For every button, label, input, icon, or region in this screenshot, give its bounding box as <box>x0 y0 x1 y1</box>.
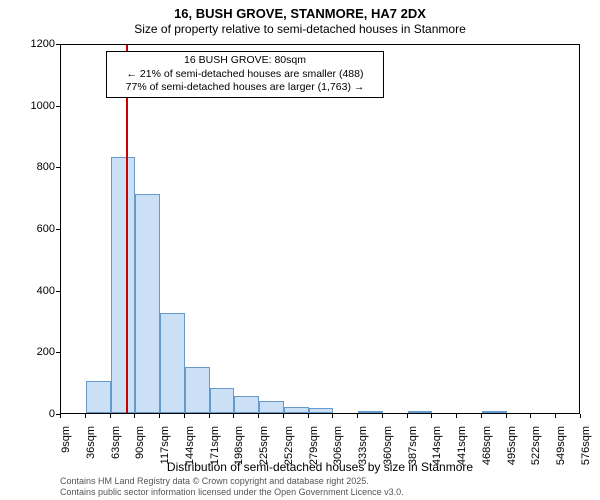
x-tick-mark <box>456 414 457 418</box>
y-tick-label: 0 <box>15 408 55 420</box>
histogram-bar <box>111 157 136 413</box>
histogram-bar <box>408 411 433 413</box>
x-axis-label: Distribution of semi-detached houses by … <box>60 460 580 474</box>
x-tick-mark <box>407 414 408 418</box>
x-tick-mark <box>258 414 259 418</box>
x-tick-mark <box>580 414 581 418</box>
x-tick-mark <box>60 414 61 418</box>
y-tick-label: 1200 <box>15 38 55 50</box>
y-tick-label: 200 <box>15 346 55 358</box>
annotation-line-3: 77% of semi-detached houses are larger (… <box>113 81 377 95</box>
x-tick-mark <box>233 414 234 418</box>
x-tick-mark <box>283 414 284 418</box>
chart-container: 16, BUSH GROVE, STANMORE, HA7 2DX Size o… <box>0 0 600 500</box>
x-tick-mark <box>506 414 507 418</box>
plot-area: 16 BUSH GROVE: 80sqm← 21% of semi-detach… <box>60 44 580 414</box>
x-tick-label: 576sqm <box>580 426 592 476</box>
annotation-line-2: ← 21% of semi-detached houses are smalle… <box>113 68 377 82</box>
histogram-bar <box>358 411 383 413</box>
annotation-line-1: 16 BUSH GROVE: 80sqm <box>113 54 377 68</box>
x-tick-mark <box>85 414 86 418</box>
y-tick-label: 400 <box>15 285 55 297</box>
caption-line-2: Contains public sector information licen… <box>60 487 404 498</box>
histogram-bar <box>234 396 259 413</box>
x-tick-mark <box>332 414 333 418</box>
x-tick-mark <box>134 414 135 418</box>
x-tick-mark <box>431 414 432 418</box>
y-tick-mark <box>56 44 60 45</box>
y-tick-mark <box>56 229 60 230</box>
annotation-box: 16 BUSH GROVE: 80sqm← 21% of semi-detach… <box>106 51 384 98</box>
histogram-bar <box>259 401 284 413</box>
x-tick-mark <box>209 414 210 418</box>
x-tick-mark <box>382 414 383 418</box>
chart-title-main: 16, BUSH GROVE, STANMORE, HA7 2DX <box>0 6 600 21</box>
y-tick-label: 600 <box>15 223 55 235</box>
histogram-bar <box>309 408 334 413</box>
caption-line-1: Contains HM Land Registry data © Crown c… <box>60 476 404 487</box>
x-tick-mark <box>110 414 111 418</box>
y-tick-mark <box>56 167 60 168</box>
histogram-bar <box>482 411 507 413</box>
x-tick-mark <box>357 414 358 418</box>
y-tick-label: 1000 <box>15 100 55 112</box>
y-tick-mark <box>56 106 60 107</box>
property-marker-line <box>126 45 128 413</box>
y-tick-mark <box>56 291 60 292</box>
x-tick-mark <box>481 414 482 418</box>
x-tick-mark <box>555 414 556 418</box>
histogram-bar <box>284 407 309 413</box>
histogram-bar <box>160 313 185 413</box>
x-tick-mark <box>308 414 309 418</box>
x-tick-mark <box>184 414 185 418</box>
histogram-bar <box>86 381 111 413</box>
histogram-bar <box>185 367 210 413</box>
x-tick-mark <box>159 414 160 418</box>
x-tick-mark <box>530 414 531 418</box>
chart-title-sub: Size of property relative to semi-detach… <box>0 22 600 36</box>
data-source-caption: Contains HM Land Registry data © Crown c… <box>60 476 404 498</box>
histogram-bar <box>135 194 160 413</box>
y-tick-mark <box>56 352 60 353</box>
y-tick-label: 800 <box>15 161 55 173</box>
histogram-bar <box>210 388 235 413</box>
